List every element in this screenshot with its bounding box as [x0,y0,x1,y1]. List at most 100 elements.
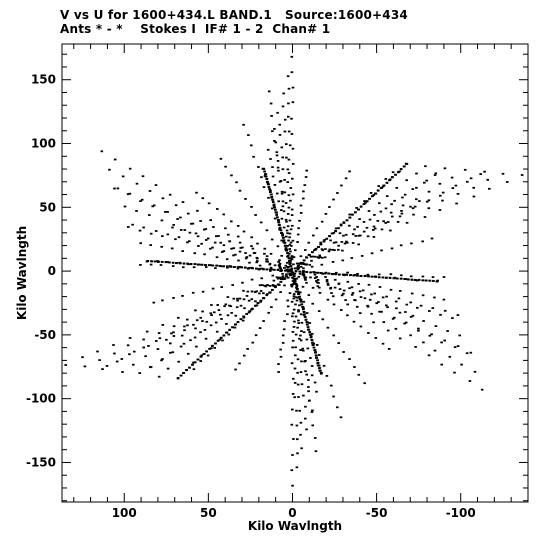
uv-point [291,339,295,342]
uv-point [255,290,258,293]
uv-point [297,309,300,311]
uv-point [294,249,297,252]
uv-point [235,306,239,309]
uv-point [280,239,283,242]
uv-point [132,363,135,366]
uv-point [300,321,304,324]
uv-point [296,264,300,267]
uv-point [441,199,444,202]
uv-point [279,355,283,358]
uv-point [216,339,220,342]
uv-point [328,206,331,208]
uv-point [297,310,300,313]
uv-point [380,249,383,252]
uv-point [246,348,249,350]
uv-point [113,352,116,355]
uv-point [258,267,262,270]
uv-point [384,222,387,224]
uv-point [291,147,295,150]
uv-point [293,396,296,399]
uv-point [334,227,338,230]
uv-point [304,405,307,408]
uv-point [290,117,293,120]
uv-point [282,278,286,280]
uv-point [301,308,305,311]
uv-point [342,222,346,224]
uv-point [351,233,355,236]
uv-point [278,228,281,231]
uv-point [337,244,340,247]
uv-point [423,181,426,184]
uv-point [290,283,293,286]
uv-point [239,304,243,307]
uv-point [307,390,310,393]
uv-point [430,237,434,240]
uv-point [265,260,268,263]
uv-point [299,291,302,294]
uv-point [187,212,190,215]
uv-point [331,261,335,263]
uv-point [345,274,348,276]
uv-point [298,273,302,275]
uv-point [385,181,389,184]
uv-point [405,163,409,165]
uv-point [297,267,301,269]
uv-point [83,365,87,368]
uv-point [403,278,406,280]
uv-point [139,264,142,266]
uv-point [307,399,311,402]
uv-point [368,197,371,200]
uv-point [339,416,343,419]
uv-point [307,386,310,388]
uv-point [371,195,374,197]
uv-point [148,190,152,192]
uv-point [172,297,175,299]
uv-point [469,351,473,354]
uv-point [291,271,294,274]
uv-point [340,241,344,243]
uv-point [297,293,301,295]
uv-point [151,205,154,208]
uv-point [291,224,294,227]
uv-point [284,202,288,204]
uv-point [279,276,282,279]
uv-point [359,325,363,328]
uv-point [279,229,283,232]
uv-point [394,300,398,303]
uv-point [278,264,281,266]
uv-point [428,279,432,282]
uv-point [140,198,144,201]
uv-point [453,346,457,348]
uv-point [319,241,322,244]
uv-point [219,241,222,244]
uv-point [296,438,299,441]
uv-point [291,86,295,89]
uv-point [307,241,310,244]
uv-point [361,289,365,292]
uv-point [273,184,277,186]
uv-point [435,280,439,283]
uv-point [291,193,295,196]
uv-point [235,181,238,184]
uv-point [199,220,202,222]
uv-point [196,235,200,238]
uv-point [285,273,288,276]
uv-point [269,266,273,269]
uv-point [384,207,388,210]
uv-point [277,261,280,263]
uv-point [385,304,388,307]
uv-point [443,167,447,170]
uv-point [192,266,196,269]
uv-point [311,302,314,305]
uv-point [209,219,212,221]
uv-point [301,262,305,264]
uv-point [325,280,329,283]
uv-point [342,289,346,292]
x-tick-label: 0 [288,506,296,520]
uv-point [239,247,243,249]
uv-point [128,353,131,356]
uv-point [304,370,307,373]
uv-point [367,210,371,212]
uv-point [281,277,285,279]
uv-point [213,347,216,349]
